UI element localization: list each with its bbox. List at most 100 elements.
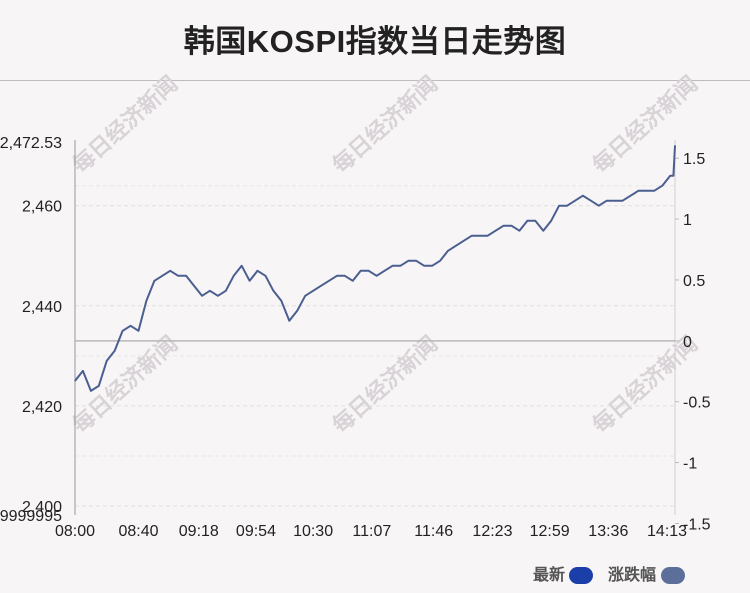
series-point <box>241 265 243 267</box>
series-point <box>383 270 386 272</box>
series-point <box>145 300 148 302</box>
series-line-latest <box>74 145 676 392</box>
series-point <box>193 285 195 287</box>
right-tick-label: 1.5 <box>683 151 705 168</box>
legend: 最新 涨跌幅 <box>533 565 685 584</box>
series-point <box>280 300 282 302</box>
series-point <box>249 280 251 282</box>
watermark-text: 每日经济新闻 <box>68 71 184 179</box>
right-tick-label: 0.5 <box>683 273 705 290</box>
series-point <box>161 275 163 277</box>
series-point <box>185 275 187 277</box>
watermark-text: 每日经济新闻 <box>328 331 444 439</box>
series-point <box>582 195 584 197</box>
legend-swatch-change <box>661 567 685 584</box>
series-point <box>360 270 362 272</box>
left-tick-label: 2,440 <box>22 299 62 316</box>
series-point <box>391 265 394 267</box>
series-point <box>114 350 116 352</box>
series-layer <box>74 145 676 392</box>
series-point <box>201 295 203 297</box>
series-point <box>606 200 608 202</box>
x-tick-label: 13:36 <box>588 523 628 540</box>
series-point <box>90 390 92 392</box>
grid-lines <box>75 185 675 507</box>
series-point <box>98 385 100 387</box>
series-point <box>375 275 378 277</box>
series-point <box>614 200 616 202</box>
series-point <box>272 290 275 292</box>
series-point <box>479 235 481 237</box>
series-point <box>510 225 513 227</box>
series-point <box>256 270 259 272</box>
left-bottom-label: 2397.9999995 <box>0 508 62 525</box>
x-tick-label: 09:18 <box>179 523 219 540</box>
series-point <box>82 370 84 372</box>
series-point <box>296 310 298 312</box>
series-point <box>629 195 632 197</box>
series-point <box>526 220 528 222</box>
series-point <box>661 185 663 187</box>
x-tick-label: 08:00 <box>55 523 95 540</box>
legend-label-change: 涨跌幅 <box>608 565 656 584</box>
chart-title: 韩国KOSPI指数当日走势图 <box>183 24 567 59</box>
series-point <box>368 270 370 272</box>
x-tick-label: 09:54 <box>236 523 276 540</box>
series-point <box>336 275 338 277</box>
series-point <box>225 290 227 292</box>
series-point <box>328 280 330 282</box>
watermark-text: 每日经济新闻 <box>68 331 184 439</box>
left-tick-label: 2,400 <box>22 499 62 516</box>
series-point <box>312 290 314 292</box>
right-tick-label: -1.5 <box>683 516 711 533</box>
title-divider <box>0 80 750 81</box>
series-point <box>495 230 497 232</box>
left-top-label: 2,472.53 <box>0 135 62 152</box>
legend-swatch-latest <box>569 567 593 584</box>
series-point <box>653 190 655 192</box>
x-tick-label: 11:07 <box>352 523 391 540</box>
right-tick-label: -1 <box>683 456 697 473</box>
series-point <box>344 275 346 277</box>
series-point <box>672 175 675 177</box>
series-point <box>558 205 560 207</box>
series-point <box>669 175 671 177</box>
series-point <box>674 145 676 147</box>
series-point <box>304 295 306 297</box>
series-point <box>288 320 290 322</box>
series-point <box>622 200 624 202</box>
series-point <box>233 275 235 277</box>
watermark-text: 每日经济新闻 <box>328 71 444 179</box>
series-point <box>431 265 433 267</box>
left-axis-labels: 2,400 2,420 2,440 2,460 2,472.53 2397.9999995 <box>0 135 62 525</box>
series-point <box>590 200 592 202</box>
series-point <box>177 275 179 277</box>
series-point <box>447 250 449 252</box>
series-point <box>169 270 171 272</box>
series-point <box>574 200 576 202</box>
legend-label-latest: 最新 <box>533 565 565 584</box>
series-point <box>423 265 425 267</box>
x-tick-label: 10:30 <box>293 523 333 540</box>
x-tick-label: 12:23 <box>472 523 512 540</box>
right-tick-label: -0.5 <box>683 395 711 412</box>
series-point <box>106 360 108 362</box>
series-point <box>637 190 640 192</box>
series-point <box>264 275 267 277</box>
series-point <box>471 235 473 237</box>
series-point <box>137 330 140 332</box>
series-point <box>153 280 155 282</box>
series-point <box>352 280 354 282</box>
x-axis-labels: 08:00 08:40 09:18 09:54 10:30 11:07 11:46 12:23… <box>55 523 687 540</box>
series-point <box>74 380 76 382</box>
series-point <box>518 230 521 232</box>
series-point <box>129 325 132 327</box>
series-point <box>550 220 552 222</box>
series-point <box>487 235 489 237</box>
series-point <box>455 245 457 247</box>
x-tick-label: 12:59 <box>530 523 570 540</box>
series-point <box>415 260 417 262</box>
series-point <box>566 205 568 207</box>
